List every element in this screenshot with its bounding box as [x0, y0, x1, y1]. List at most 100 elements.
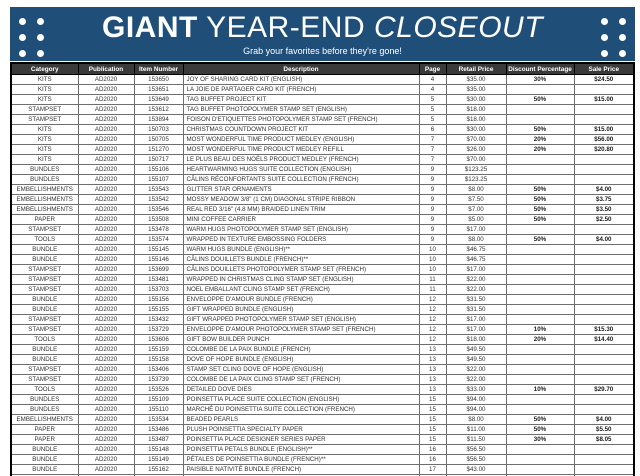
cell-item-number: 155155 — [133, 304, 184, 315]
cell-publication: AD2020 — [77, 104, 135, 115]
table-row: STAMPSET AD2020 153432 GIFT WRAPPED PHOTOPO… — [10, 314, 635, 325]
cell-discount-percentage — [505, 164, 575, 175]
cell-page: 12 — [418, 294, 447, 305]
cell-retail-price: $8.00 — [445, 234, 507, 245]
cell-category: BUNDLES — [10, 394, 79, 405]
cell-retail-price: $8.00 — [445, 184, 507, 195]
cell-retail-price: $11.00 — [445, 424, 507, 435]
cell-publication: AD2020 — [77, 94, 135, 105]
cell-item-number: 153487 — [133, 434, 184, 445]
cell-description: WRAPPED IN CHRISTMAS CLING STAMP SET (EN… — [182, 274, 420, 285]
cell-description: DOVE OF HOPE BUNDLE (ENGLISH) — [182, 354, 420, 365]
cell-publication: AD2020 — [77, 344, 135, 355]
cell-category: BUNDLE — [10, 444, 79, 455]
cell-description: PAISIBLE NATIVITÉ BUNDLE (FRENCH) — [182, 464, 420, 475]
cell-page: 13 — [418, 384, 447, 395]
table-row: EMBELLISHMENTS AD2020 153546 REAL RED 3/16"… — [10, 204, 635, 215]
cell-item-number: 153546 — [133, 204, 184, 215]
table-row: BUNDLE AD2020 155145 WARM HUGS BUNDLE (ENGL… — [10, 244, 635, 255]
column-header-publication: Publication — [77, 62, 135, 75]
cell-item-number: 150703 — [133, 124, 184, 135]
cell-page: 5 — [418, 104, 447, 115]
cell-category: TOOLS — [10, 384, 79, 395]
cell-discount-percentage — [505, 244, 575, 255]
cell-item-number: 155109 — [133, 394, 184, 405]
column-header-description: Description — [182, 62, 420, 75]
table-row: BUNDLES AD2020 155110 MARCHÉ DU POINSETTIA … — [10, 404, 635, 415]
table-row: STAMPSET AD2020 153894 FOISON D'ETIQUETTES … — [10, 114, 635, 125]
cell-page: 6 — [418, 124, 447, 135]
cell-description: LE PLUS BEAU DES NOËLS PRODUCT MEDLEY (F… — [182, 154, 420, 165]
dot-icon — [19, 18, 26, 25]
cell-publication: AD2020 — [77, 294, 135, 305]
cell-publication: AD2020 — [77, 114, 135, 125]
cell-page: 7 — [418, 134, 447, 145]
column-header-item-number: Item Number — [133, 62, 184, 75]
cell-discount-percentage: 50% — [505, 194, 575, 205]
cell-publication: AD2020 — [77, 264, 135, 275]
cell-retail-price: $18.00 — [445, 334, 507, 345]
cell-page: 15 — [418, 394, 447, 405]
cell-description: GIFT WRAPPED BUNDLE (ENGLISH) — [182, 304, 420, 315]
dot-icon — [619, 34, 626, 41]
cell-description: WARM HUGS PHOTOPOLYMER STAMP SET (ENGLIS… — [182, 224, 420, 235]
cell-retail-price: $22.00 — [445, 284, 507, 295]
cell-publication: AD2020 — [77, 414, 135, 425]
cell-description: PLUSH POINSETTIA SPECIALTY PAPER — [182, 424, 420, 435]
table-row: EMBELLISHMENTS AD2020 153542 MOSSY MEADOW 3… — [10, 194, 635, 205]
cell-publication: AD2020 — [77, 364, 135, 375]
cell-discount-percentage: 20% — [505, 144, 575, 155]
cell-discount-percentage: 50% — [505, 234, 575, 245]
cell-publication: AD2020 — [77, 124, 135, 135]
cell-sale-price: $4.00 — [573, 234, 635, 245]
cell-item-number: 153486 — [133, 424, 184, 435]
cell-sale-price: $24.50 — [573, 74, 635, 85]
cell-publication: AD2020 — [77, 394, 135, 405]
cell-sale-price — [573, 294, 635, 305]
cell-sale-price — [573, 284, 635, 295]
cell-item-number: 153729 — [133, 324, 184, 335]
cell-description: POINSETTIA PLACE SUITE COLLECTION (ENGLI… — [182, 394, 420, 405]
table-row: STAMPSET AD2020 153478 WARM HUGS PHOTOPOLYM… — [10, 224, 635, 235]
cell-category: BUNDLE — [10, 304, 79, 315]
cell-discount-percentage: 10% — [505, 324, 575, 335]
table-row: BUNDLE AD2020 155148 POINSETTIA PETALS BUND… — [10, 444, 635, 455]
cell-category: PAPER — [10, 214, 79, 225]
table-row: TOOLS AD2020 153574 WRAPPED IN TEXTURE EMBO… — [10, 234, 635, 245]
cell-description: MARCHÉ DU POINSETTIA SUITE COLLECTION (F… — [182, 404, 420, 415]
cell-item-number: 153649 — [133, 94, 184, 105]
cell-discount-percentage — [505, 304, 575, 315]
cell-publication: AD2020 — [77, 224, 135, 235]
banner-subtitle: Grab your favorites before they're gone! — [243, 45, 402, 56]
cell-category: KITS — [10, 144, 79, 155]
cell-discount-percentage: 50% — [505, 184, 575, 195]
cell-retail-price: $17.00 — [445, 264, 507, 275]
cell-sale-price: $15.30 — [573, 324, 635, 335]
cell-sale-price — [573, 454, 635, 465]
cell-publication: AD2020 — [77, 254, 135, 265]
cell-discount-percentage — [505, 394, 575, 405]
cell-page: 15 — [418, 404, 447, 415]
table-row: BUNDLE AD2020 155162 PAISIBLE NATIVITÉ BUND… — [10, 464, 635, 475]
cell-page: 10 — [418, 264, 447, 275]
cell-description: COLOMBE DE LA PAIX BUNDLE (FRENCH) — [182, 344, 420, 355]
table-row: TOOLS AD2020 153606 GIFT BOW BUILDER PUNCH 1… — [10, 334, 635, 345]
cell-description: DETAILED DOVE DIES — [182, 384, 420, 395]
cell-page: 12 — [418, 304, 447, 315]
cell-publication: AD2020 — [77, 144, 135, 155]
column-header-retail-price: Retail Price — [445, 62, 507, 75]
cell-page: 15 — [418, 414, 447, 425]
cell-description: HEARTWARMING HUGS SUITE COLLECTION (ENGL… — [182, 164, 420, 175]
cell-publication: AD2020 — [77, 204, 135, 215]
cell-page: 12 — [418, 334, 447, 345]
table-row: BUNDLES AD2020 155106 HEARTWARMING HUGS SUI… — [10, 164, 635, 175]
cell-sale-price: $4.00 — [573, 414, 635, 425]
cell-retail-price: $30.00 — [445, 124, 507, 135]
cell-retail-price: $123.25 — [445, 174, 507, 185]
cell-description: LA JOIE DE PARTAGER CARD KIT (FRENCH) — [182, 84, 420, 95]
cell-publication: AD2020 — [77, 214, 135, 225]
table-row: BUNDLE AD2020 155159 COLOMBE DE LA PAIX BUN… — [10, 344, 635, 355]
cell-discount-percentage: 20% — [505, 334, 575, 345]
cell-retail-price: $70.00 — [445, 154, 507, 165]
cell-publication: AD2020 — [77, 354, 135, 365]
